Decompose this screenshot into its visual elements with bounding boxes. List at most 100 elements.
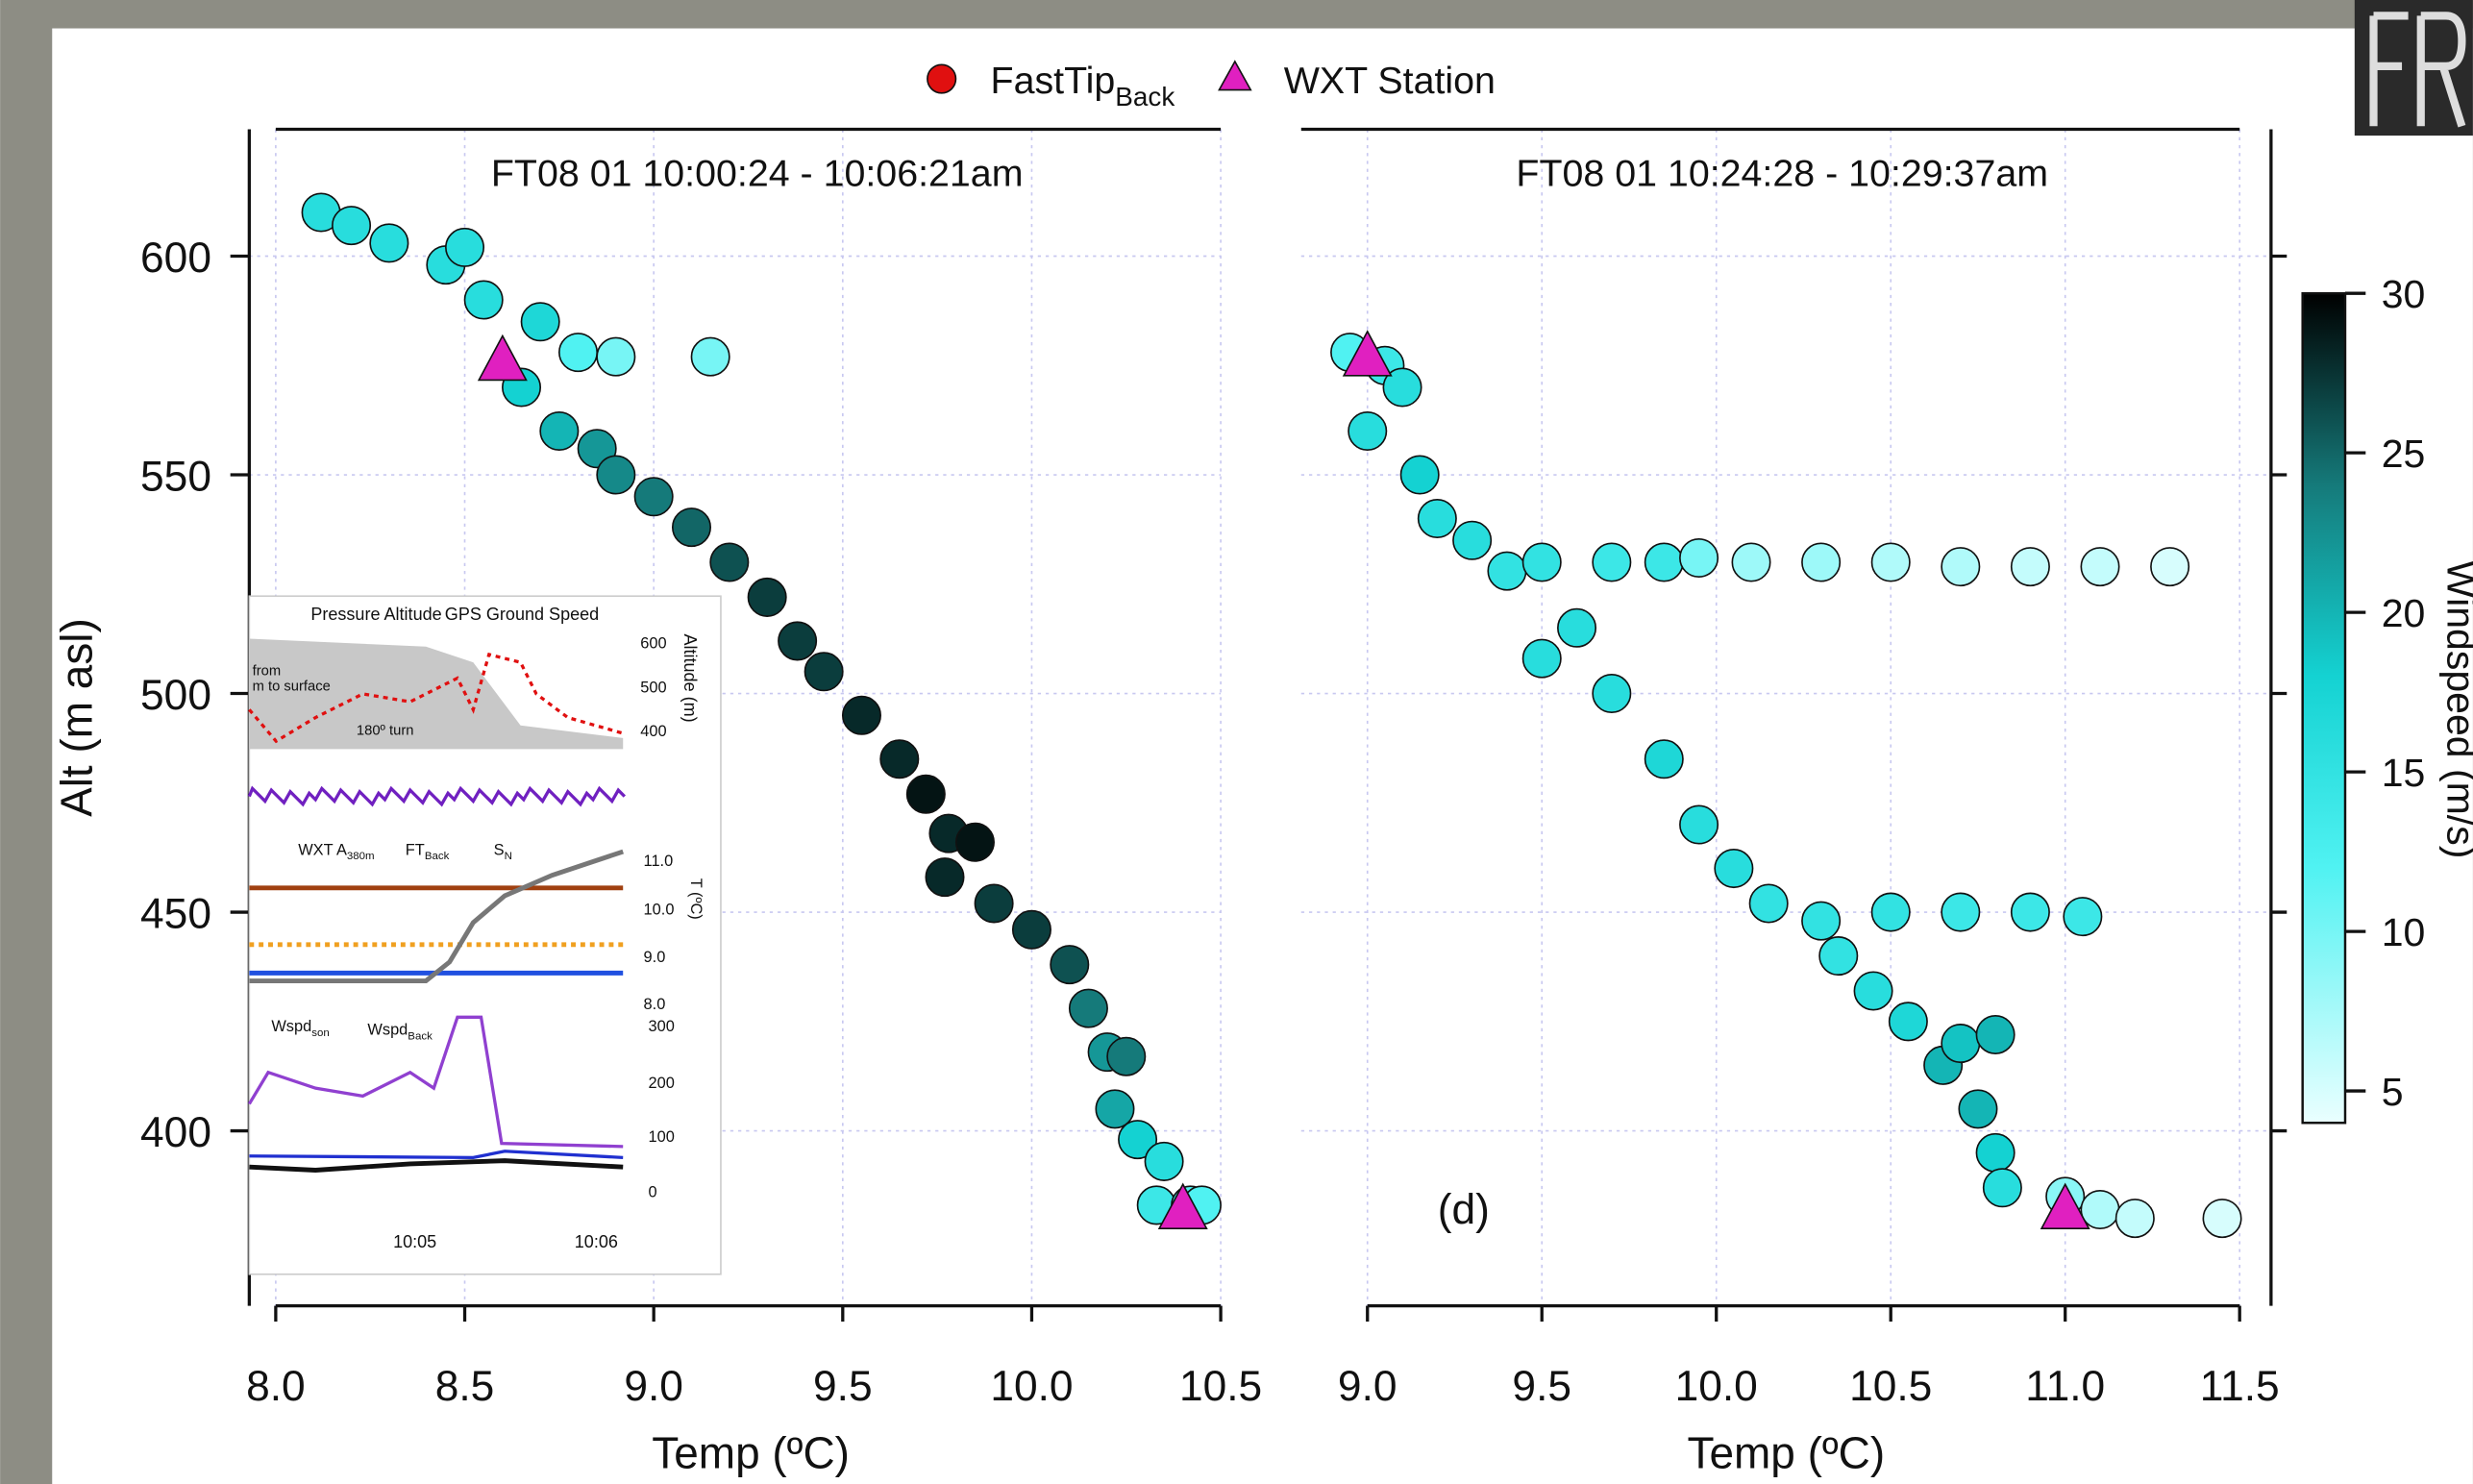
data-point (2010, 892, 2050, 932)
data-point (332, 206, 372, 246)
colorbar (2301, 291, 2347, 1125)
inset-altitude-area (249, 638, 624, 750)
data-point (2080, 547, 2120, 587)
data-point (1853, 971, 1893, 1011)
data-point (1982, 1168, 2022, 1208)
data-point (1818, 936, 1859, 977)
colorbar-label: Windspeed (m/s) (2439, 560, 2473, 858)
y-tick-label: 400 (140, 1109, 211, 1156)
data-point (1095, 1089, 1135, 1129)
data-point (925, 857, 965, 898)
x-tick-label: 8.5 (435, 1363, 495, 1410)
data-point (671, 507, 712, 548)
inset-text: WXT A (298, 841, 347, 858)
legend-label: FastTipBack (991, 60, 1175, 111)
inset-text: Altitude (m) (680, 633, 700, 722)
legend-subscript: Back (1115, 82, 1175, 111)
data-point (1748, 883, 1789, 924)
x-tick-label: 10.5 (1849, 1363, 1932, 1410)
data-point (596, 336, 636, 377)
inset-label: Pressure Altitude (310, 605, 441, 624)
data-point (1870, 542, 1911, 582)
data-point (747, 577, 787, 617)
inset-wspd-son (249, 1158, 624, 1173)
inset-text: 10:05 (393, 1232, 436, 1251)
inset-label: m to surface (253, 680, 331, 695)
panel-title: FT08 01 10:00:24 - 10:06:21am (491, 153, 1024, 195)
inset-label: T (ºC) (687, 878, 705, 920)
y-tick-label: 500 (140, 672, 211, 719)
inset-label: 10:06 (575, 1232, 618, 1251)
data-point (1417, 499, 1457, 539)
legend-name: WXT Station (1284, 60, 1496, 102)
x-tick-label: 10.5 (1179, 1363, 1262, 1410)
inset-label: 11.0 (644, 853, 674, 870)
inset-label: WXT A380m (298, 841, 374, 862)
inset-subscript: Back (408, 1030, 433, 1042)
data-point (1714, 849, 1754, 889)
data-point (2080, 1189, 2120, 1229)
data-point (905, 774, 946, 814)
data-point (1521, 542, 1562, 582)
data-point (558, 333, 599, 373)
inset-label: 10.0 (644, 902, 675, 919)
inset-text: 11.0 (644, 853, 674, 870)
x-tick-label: 11.0 (2025, 1363, 2105, 1410)
inset-text: Pressure Altitude (310, 605, 441, 624)
inset-label: 100 (648, 1128, 674, 1146)
inset-text: 8.0 (644, 996, 666, 1013)
inset-label: 10:05 (393, 1232, 436, 1251)
data-point (1557, 607, 1597, 648)
inset-ft (249, 849, 625, 984)
data-point (1452, 520, 1493, 560)
data-point (1382, 367, 1422, 408)
legend-name: FastTip (991, 60, 1116, 102)
inset-label: 0 (648, 1183, 656, 1200)
data-point (1870, 892, 1911, 932)
data-point (1068, 988, 1108, 1028)
station-marker (1157, 1182, 1208, 1229)
inset-text: 9.0 (644, 949, 666, 966)
y-tick-label: 550 (140, 453, 211, 500)
data-point (1731, 542, 1771, 582)
colorbar-tick-label: 15 (2382, 751, 2426, 795)
data-point (1941, 892, 1981, 932)
inset-text: 300 (648, 1018, 674, 1035)
inset-label: FTBack (406, 841, 450, 862)
data-point (1801, 542, 1842, 582)
data-point (369, 223, 409, 263)
data-point (778, 621, 818, 661)
data-point (1644, 739, 1684, 779)
inset-label: 400 (640, 723, 666, 740)
panel-title: FT08 01 10:24:28 - 10:29:37am (1516, 153, 2048, 195)
inset-text: m to surface (253, 680, 331, 695)
colorbar-tick-label: 30 (2382, 272, 2426, 316)
data-point (2063, 897, 2103, 937)
data-point (1801, 901, 1842, 941)
inset-text: S (494, 841, 505, 858)
inset-label: SN (494, 841, 512, 862)
inset-label: from (253, 663, 282, 679)
data-point (520, 302, 560, 342)
inset-text: 500 (640, 679, 666, 696)
data-point (1011, 909, 1051, 950)
data-point (709, 542, 750, 582)
data-point (1958, 1089, 1998, 1129)
inset-subscript: Back (425, 851, 450, 862)
data-point (445, 227, 485, 267)
x-tick-label: 9.0 (1338, 1363, 1397, 1410)
colorbar-tick-label: 25 (2382, 432, 2426, 476)
data-point (690, 336, 730, 377)
inset-blue-2 (249, 1150, 624, 1159)
x-axis-label: Temp (ºC) (1687, 1428, 1885, 1478)
data-point (2150, 547, 2190, 587)
data-point (1399, 455, 1440, 495)
x-tick-label: 10.0 (990, 1363, 1073, 1410)
data-point (1679, 537, 1719, 578)
data-point (1592, 542, 1632, 582)
annotation: (d) (1438, 1186, 1490, 1233)
legend-marker (1218, 60, 1252, 91)
inset-text: 10.0 (644, 902, 675, 919)
inset-wspd-back (247, 1015, 624, 1149)
